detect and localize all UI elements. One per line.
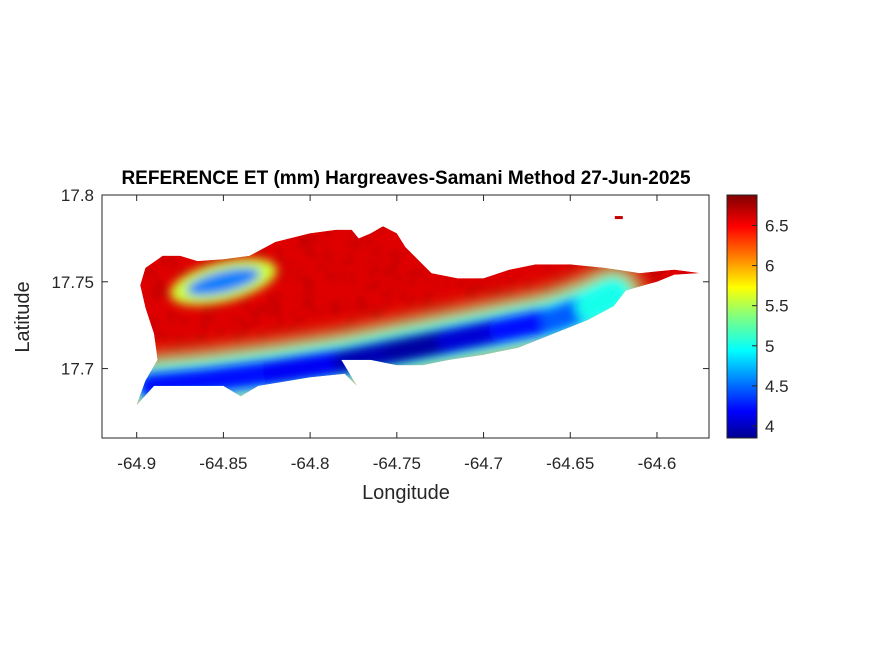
x-tick-label: -64.6 bbox=[638, 454, 677, 473]
colorbar-tick-label: 5 bbox=[765, 337, 774, 356]
y-axis-label: Latitude bbox=[12, 281, 34, 352]
x-axis-label: Longitude bbox=[362, 482, 450, 504]
x-tick-label: -64.65 bbox=[546, 454, 594, 473]
band-segment bbox=[575, 283, 626, 320]
x-tick-label: -64.9 bbox=[117, 454, 156, 473]
colorbar: 4 4.5 5 5.5 6 6.5 bbox=[726, 194, 789, 439]
north-spot-core bbox=[186, 267, 261, 296]
y-ticks: 17.7 17.75 17.8 bbox=[51, 186, 709, 379]
band-core bbox=[138, 283, 626, 398]
y-tick-label: 17.75 bbox=[51, 273, 94, 292]
colorbar-tick-label: 4.5 bbox=[765, 377, 789, 396]
islet bbox=[614, 216, 623, 220]
colorbar-ticks: 4 4.5 5 5.5 6 6.5 bbox=[752, 216, 789, 436]
colorbar-tick-label: 6 bbox=[765, 257, 774, 276]
colorbar-tick-label: 6.5 bbox=[765, 216, 789, 235]
y-tick-label: 17.8 bbox=[61, 186, 94, 205]
colorbar-gradient bbox=[726, 194, 758, 439]
x-tick-label: -64.7 bbox=[464, 454, 503, 473]
colorbar-tick-label: 4 bbox=[765, 417, 774, 436]
x-tick-label: -64.85 bbox=[199, 454, 247, 473]
x-ticks: -64.9 -64.85 -64.8 -64.75 -64.7 -64.65 -64.6 bbox=[117, 195, 676, 473]
colorbar-tick-label: 5.5 bbox=[765, 297, 789, 316]
north-low-spot bbox=[169, 258, 277, 306]
chart-title: REFERENCE ET (mm) Hargreaves-Samani Meth… bbox=[121, 168, 691, 189]
y-tick-label: 17.7 bbox=[61, 360, 94, 379]
x-tick-label: -64.75 bbox=[373, 454, 421, 473]
x-tick-label: -64.8 bbox=[291, 454, 330, 473]
plot-area: -64.9 -64.85 -64.8 -64.75 -64.7 -64.65 -64.6 1… bbox=[51, 186, 710, 473]
